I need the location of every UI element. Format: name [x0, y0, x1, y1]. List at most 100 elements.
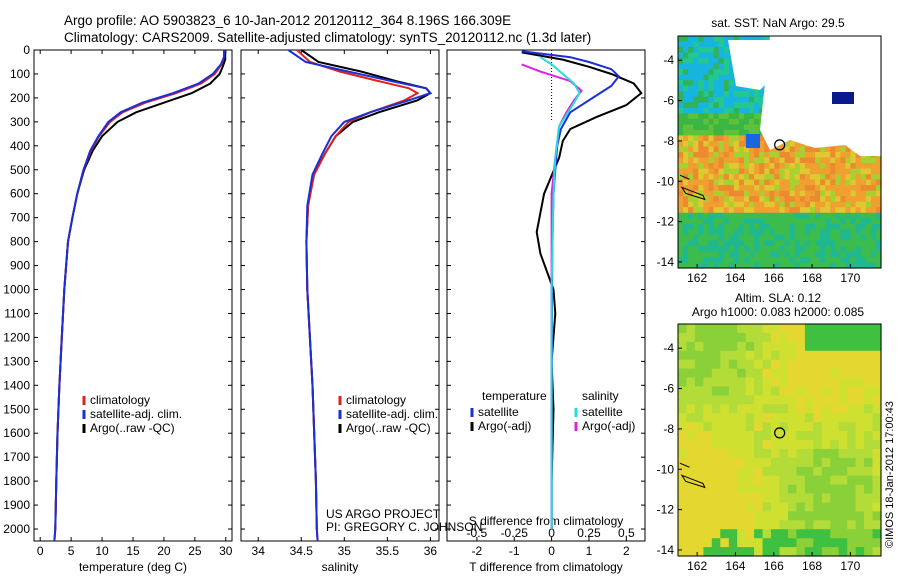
map-cell: [804, 174, 811, 181]
map-cell: [779, 448, 789, 459]
map-cell: [821, 547, 831, 557]
map-cell: [708, 190, 715, 197]
map-cell: [720, 395, 730, 405]
map-cell: [838, 538, 848, 548]
map-cell: [855, 395, 865, 405]
map-cell: [693, 185, 699, 192]
map-cell: [738, 113, 745, 120]
map-cell: [678, 440, 688, 450]
map-cell: [693, 80, 699, 87]
map-cell: [754, 440, 764, 450]
map-cell: [850, 168, 857, 175]
map-cell: [825, 229, 831, 236]
map-cell: [779, 440, 789, 450]
map-cell: [847, 538, 857, 548]
map-cell: [759, 207, 765, 214]
map-cell: [737, 395, 747, 405]
map-cell: [708, 201, 715, 208]
map-cell: [733, 102, 740, 109]
map-cell: [769, 163, 776, 170]
high-sst-patch: [832, 92, 854, 104]
map-cell: [865, 174, 872, 181]
map-cell: [771, 368, 781, 379]
map-cell: [744, 174, 750, 181]
map-cell: [723, 185, 730, 192]
map-cell: [713, 168, 720, 175]
map-cell: [813, 493, 823, 503]
map-cell: [738, 179, 745, 186]
map-cell: [718, 196, 725, 203]
map-cell: [678, 185, 684, 192]
map-cell: [718, 91, 725, 98]
map-cell: [711, 475, 721, 486]
map-cell: [779, 234, 786, 241]
map-cell: [784, 212, 791, 219]
map-cell: [821, 448, 831, 459]
map-cell: [711, 440, 721, 450]
map-cell: [875, 212, 882, 219]
map-cell: [703, 124, 710, 131]
map-cell: [728, 190, 735, 197]
map-cell: [845, 240, 852, 247]
map-cell: [830, 234, 836, 241]
map-cell: [683, 96, 689, 103]
map-cell: [835, 190, 841, 197]
map-cell: [698, 85, 704, 92]
map-cell: [754, 124, 760, 131]
map-cell: [850, 218, 857, 225]
map-cell: [713, 107, 720, 114]
map-cell: [860, 163, 867, 170]
map-cell: [683, 63, 689, 70]
legend-label: satellite: [582, 405, 623, 419]
map-cell: [733, 262, 740, 269]
map-cell: [745, 386, 755, 396]
map-cell: [799, 262, 806, 269]
map-cell: [703, 324, 713, 334]
map-cell: [855, 359, 865, 370]
map-cell: [713, 163, 720, 170]
map-cell: [864, 475, 874, 486]
map-cell: [855, 440, 865, 450]
map-cell: [703, 395, 713, 405]
map-cell: [728, 448, 738, 459]
map-cell: [872, 341, 882, 352]
map-cell: [774, 223, 781, 230]
map-cell: [771, 547, 781, 557]
map-cell: [764, 262, 770, 269]
map-cell: [804, 212, 811, 219]
map-cell: [754, 448, 764, 459]
map-cell: [769, 207, 776, 214]
map-cell: [815, 201, 821, 208]
map-cell: [694, 386, 704, 396]
map-cell: [804, 475, 814, 486]
map-cell: [796, 350, 806, 361]
map-cell: [830, 413, 840, 423]
map-cell: [784, 234, 791, 241]
map-cell: [686, 440, 696, 450]
map-cell: [737, 466, 747, 477]
map-cell: [813, 341, 823, 352]
map-cell: [804, 179, 811, 186]
map-cell: [678, 41, 684, 48]
map-cell: [723, 102, 730, 109]
map-cell: [830, 240, 836, 247]
salinity-panel: 34 34.5 35 35.5 36salinityclimatologysatelli…: [240, 49, 482, 574]
map-cell: [779, 502, 789, 512]
map-cell: [737, 448, 747, 459]
map-cell: [788, 520, 798, 530]
map-cell: [723, 141, 730, 148]
map-cell: [754, 157, 760, 164]
map-cell: [838, 431, 848, 441]
map-cell: [789, 201, 796, 208]
map-cell: [845, 218, 852, 225]
map-cell: [744, 240, 750, 247]
map-cell: [683, 240, 689, 247]
map-cell: [693, 240, 699, 247]
map-cell: [738, 245, 745, 252]
map-cell: [698, 118, 704, 125]
map-cell: [708, 124, 715, 131]
map-cell: [845, 262, 852, 269]
map-cell: [693, 251, 699, 258]
map-cell: [694, 324, 704, 334]
map-cell: [703, 262, 710, 269]
